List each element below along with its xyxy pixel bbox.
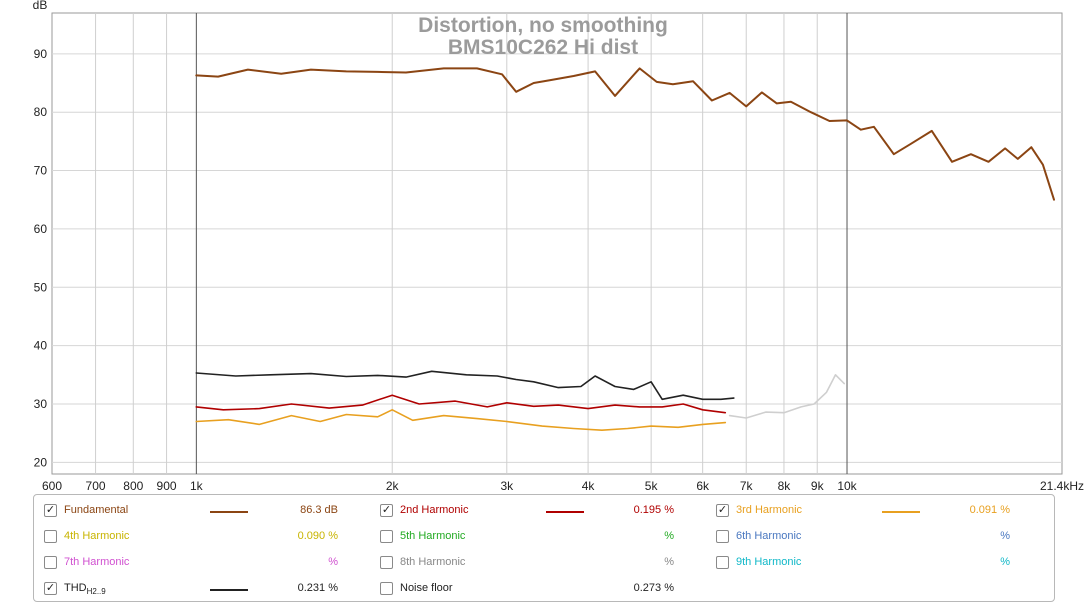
series-line-3rd-harmonic — [195, 409, 727, 431]
chart-subtitle: BMS10C262 Hi dist — [448, 36, 638, 59]
series-line-2nd-harmonic — [195, 394, 727, 414]
legend-label: 8th Harmonic — [400, 556, 466, 568]
legend-value: % — [664, 556, 674, 568]
y-tick-label: 70 — [34, 164, 48, 178]
y-tick-label: 20 — [34, 455, 48, 469]
legend-checkbox[interactable] — [716, 556, 729, 569]
legend-value: 0.231 % — [297, 582, 338, 594]
y-axis-label: dB — [33, 0, 48, 12]
distortion-chart: 20 30 40 50 60 70 80 90 600 700 800 900 1k 2k 3k 4k 5k 6k… — [33, 0, 1084, 492]
series-line-noise-floor — [728, 374, 845, 419]
legend-panel: ✓ Fundamental 86.3 dB ✓ 2nd Harmonic 0.195 % ✓… — [33, 494, 1055, 602]
x-tick-label: 8k — [778, 479, 792, 492]
legend-value: % — [328, 556, 338, 568]
legend-checkbox[interactable] — [44, 556, 57, 569]
x-tick-label: 5k — [645, 479, 659, 492]
legend-item: ✓ 2nd Harmonic 0.195 % — [380, 501, 700, 521]
legend-checkbox[interactable]: ✓ — [380, 504, 393, 517]
legend-checkbox[interactable]: ✓ — [44, 582, 57, 595]
x-tick-label: 9k — [811, 479, 825, 492]
legend-checkbox[interactable] — [716, 530, 729, 543]
legend-value: 0.090 % — [297, 530, 338, 542]
x-tick-label: 1k — [190, 479, 204, 492]
x-tick-label: 800 — [123, 479, 143, 492]
legend-swatch — [882, 511, 920, 513]
legend-label: Fundamental — [64, 504, 129, 516]
chart-title: Distortion, no smoothing — [418, 14, 668, 37]
legend-checkbox[interactable]: ✓ — [44, 504, 57, 517]
legend-value: 0.273 % — [633, 582, 674, 594]
legend-label: THDH2..9 — [64, 582, 106, 597]
series-group — [195, 67, 1055, 431]
series-line-fundamental — [195, 67, 1055, 201]
legend-value: % — [1000, 530, 1010, 542]
legend-item: 6th Harmonic% — [716, 527, 1036, 547]
legend-item: 4th Harmonic 0.090 % — [44, 527, 364, 547]
legend-item: 9th Harmonic% — [716, 553, 1036, 573]
legend-row: 4th Harmonic 0.090 % 5th Harmonic% 6th Harm… — [34, 527, 1054, 547]
series-line-thd-h2-9 — [195, 370, 735, 401]
x-tick-label: 21.4kHz — [1040, 479, 1084, 492]
legend-checkbox[interactable] — [380, 582, 393, 595]
tick-labels: 20 30 40 50 60 70 80 90 600 700 800 900 1k 2k 3k 4k 5k 6k… — [34, 47, 1084, 492]
legend-label: 5th Harmonic — [400, 530, 466, 542]
legend-value: 0.195 % — [633, 504, 674, 516]
legend-row: ✓ Fundamental 86.3 dB ✓ 2nd Harmonic 0.195 % ✓… — [34, 501, 1054, 521]
legend-label: 7th Harmonic — [64, 556, 130, 568]
legend-item: ✓ Fundamental 86.3 dB — [44, 501, 364, 521]
legend-swatch — [210, 589, 248, 591]
x-tick-label: 7k — [740, 479, 754, 492]
legend-swatch — [210, 511, 248, 513]
legend-checkbox[interactable]: ✓ — [716, 504, 729, 517]
y-tick-label: 80 — [34, 105, 48, 119]
y-tick-label: 90 — [34, 47, 48, 61]
legend-item: 7th Harmonic% — [44, 553, 364, 573]
y-tick-label: 60 — [34, 222, 48, 236]
x-tick-label: 3k — [500, 479, 514, 492]
legend-label: 6th Harmonic — [736, 530, 802, 542]
y-tick-label: 40 — [34, 339, 48, 353]
legend-item: 8th Harmonic% — [380, 553, 700, 573]
legend-label: 4th Harmonic — [64, 530, 130, 542]
legend-item: 5th Harmonic% — [380, 527, 700, 547]
legend-label: 2nd Harmonic — [400, 504, 469, 516]
y-tick-label: 50 — [34, 280, 48, 294]
legend-label: 9th Harmonic — [736, 556, 802, 568]
legend-label: Noise floor — [400, 582, 453, 594]
legend-label: 3rd Harmonic — [736, 504, 803, 516]
legend-value: % — [664, 530, 674, 542]
grid — [52, 13, 1062, 474]
legend-item: Noise floor 0.273 % — [380, 579, 700, 599]
plot-area — [51, 12, 1063, 475]
legend-checkbox[interactable] — [380, 530, 393, 543]
x-tick-label: 4k — [582, 479, 596, 492]
x-tick-label: 6k — [696, 479, 710, 492]
legend-label-subscript: H2..9 — [86, 587, 106, 597]
legend-checkbox[interactable] — [44, 530, 57, 543]
legend-checkbox[interactable] — [380, 556, 393, 569]
x-tick-label: 2k — [386, 479, 400, 492]
legend-value: 86.3 dB — [300, 504, 338, 516]
x-tick-label: 700 — [86, 479, 106, 492]
legend-item: ✓ 3rd Harmonic 0.091 % — [716, 501, 1036, 521]
legend-value: % — [1000, 556, 1010, 568]
x-tick-label: 900 — [157, 479, 177, 492]
x-tick-label: 10k — [837, 479, 857, 492]
legend-swatch — [546, 511, 584, 513]
y-tick-label: 30 — [34, 397, 48, 411]
legend-row: 7th Harmonic% 8th Harmonic% 9th Harmonic% — [34, 553, 1054, 573]
legend-value: 0.091 % — [969, 504, 1010, 516]
legend-row: ✓ THDH2..9 0.231 % Noise floor 0.273 % — [34, 579, 1054, 599]
x-tick-label: 600 — [42, 479, 62, 492]
legend-item: ✓ THDH2..9 0.231 % — [44, 579, 364, 599]
